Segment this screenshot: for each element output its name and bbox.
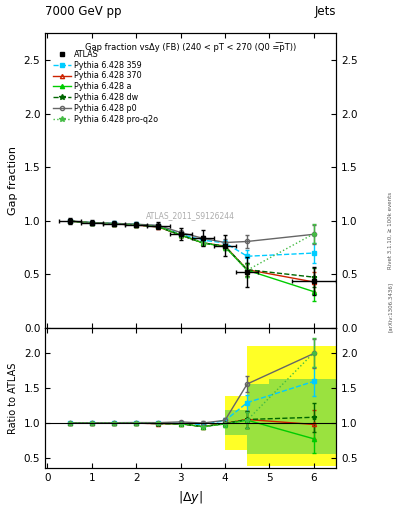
Text: Rivet 3.1.10, ≥ 100k events: Rivet 3.1.10, ≥ 100k events (387, 192, 392, 269)
Text: Gap fraction vsΔy (FB) (240 < pT < 270 (Q0 =͞pT)): Gap fraction vsΔy (FB) (240 < pT < 270 (… (85, 42, 296, 52)
Text: 7000 GeV pp: 7000 GeV pp (45, 5, 122, 18)
Text: [arXiv:1306.3436]: [arXiv:1306.3436] (387, 282, 392, 332)
Text: Jets: Jets (314, 5, 336, 18)
X-axis label: $|\Delta y|$: $|\Delta y|$ (178, 489, 203, 506)
Bar (292, 379, 336, 455)
Bar (292, 346, 336, 466)
Bar (247, 346, 270, 466)
Bar (270, 379, 292, 455)
Legend: ATLAS, Pythia 6.428 359, Pythia 6.428 370, Pythia 6.428 a, Pythia 6.428 dw, Pyth: ATLAS, Pythia 6.428 359, Pythia 6.428 37… (50, 47, 161, 127)
Bar (225, 396, 247, 450)
Bar (247, 384, 270, 455)
Text: ATLAS_2011_S9126244: ATLAS_2011_S9126244 (146, 211, 235, 221)
Bar (225, 410, 247, 436)
Y-axis label: Ratio to ATLAS: Ratio to ATLAS (8, 362, 18, 434)
Bar (270, 346, 292, 466)
Y-axis label: Gap fraction: Gap fraction (8, 146, 18, 215)
